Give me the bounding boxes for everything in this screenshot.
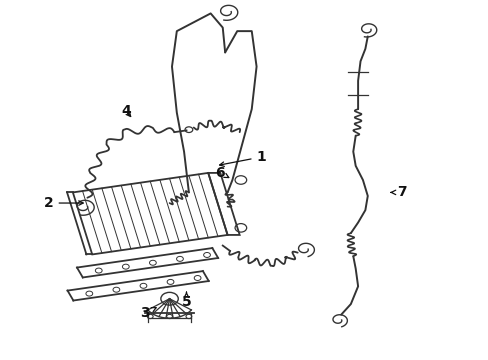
Text: 1: 1 [219, 150, 266, 166]
Text: 6: 6 [215, 166, 228, 180]
Text: 4: 4 [121, 104, 131, 118]
Text: 7: 7 [390, 185, 406, 199]
Text: 3: 3 [140, 306, 156, 320]
Text: 2: 2 [44, 196, 83, 210]
Text: 5: 5 [181, 292, 191, 309]
